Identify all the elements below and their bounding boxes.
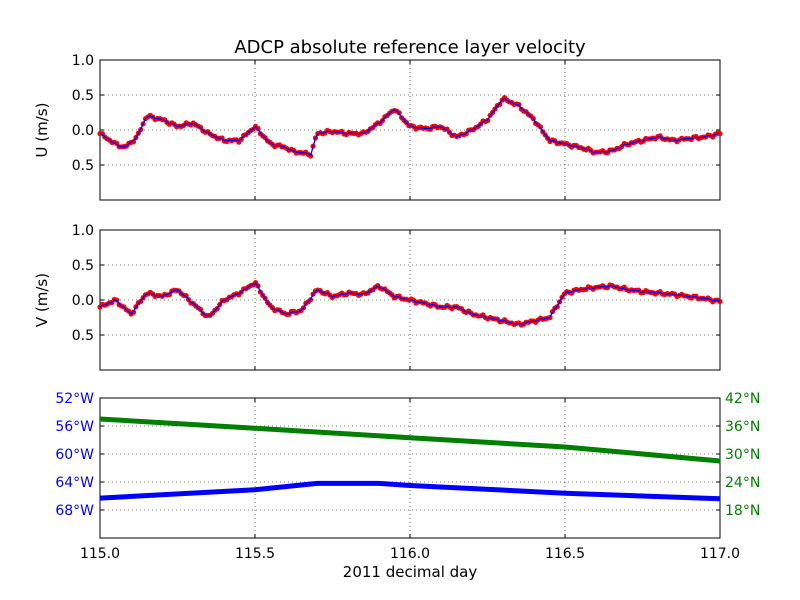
panel-position-left-yticks: 52°W 56°W 60°W 64°W 68°W xyxy=(55,391,94,519)
panel-u-ylabel: U (m/s) xyxy=(33,103,51,158)
x-tick-label: 115.5 xyxy=(235,546,275,562)
lon-tick-label: 64°W xyxy=(55,475,94,491)
x-tick-label: 116.5 xyxy=(545,546,585,562)
panel-position-right-yticks: 42°N 36°N 30°N 24°N 18°N xyxy=(725,391,760,519)
y-tick-label: 0.5 xyxy=(72,88,94,104)
panel-v-yticks: 1.0 0.5 0.0 0.5 xyxy=(72,223,94,344)
panel-position-series xyxy=(99,416,721,502)
panel-position: 52°W 56°W 60°W 64°W 68°W 42°N 36°N 30°N 24°N 18°… xyxy=(55,391,760,581)
observed-point xyxy=(183,293,189,299)
fit-line xyxy=(99,282,721,326)
observed-point xyxy=(717,298,723,305)
fit-line xyxy=(99,97,720,157)
panel-v-series xyxy=(97,279,723,328)
latitude-line xyxy=(99,416,721,464)
lat-tick-label: 18°N xyxy=(725,503,760,519)
lon-tick-label: 56°W xyxy=(55,419,94,435)
y-tick-label: 1.0 xyxy=(72,223,94,239)
x-tick-label: 116.0 xyxy=(390,546,430,562)
observed-point xyxy=(516,101,522,108)
panel-v: 1.0 0.5 0.0 0.5 V (m/s) xyxy=(33,223,723,371)
observed-point xyxy=(130,139,137,145)
panel-position-xlabel: 2011 decimal day xyxy=(343,563,478,581)
y-tick-label: 0.0 xyxy=(72,123,94,139)
panel-position-xticks: 115.0 115.5 116.0 116.5 117.0 xyxy=(80,546,740,562)
chart-title: ADCP absolute reference layer velocity xyxy=(234,37,586,58)
lat-tick-label: 36°N xyxy=(725,419,760,435)
y-tick-label: 0.5 xyxy=(72,258,94,274)
x-tick-label: 117.0 xyxy=(700,546,740,562)
lon-tick-label: 68°W xyxy=(55,503,94,519)
y-tick-label: 0.5 xyxy=(72,158,94,174)
y-tick-label: 1.0 xyxy=(72,53,94,69)
panel-u-series xyxy=(97,95,723,159)
y-tick-label: 0.0 xyxy=(72,293,94,309)
panel-u: 1.0 0.5 0.0 0.5 U (m/s) xyxy=(33,53,723,201)
panel-position-grid xyxy=(99,397,721,538)
panel-u-yticks: 1.0 0.5 0.0 0.5 xyxy=(72,53,94,174)
lon-tick-label: 60°W xyxy=(55,447,94,463)
panel-v-ylabel: V (m/s) xyxy=(33,273,51,327)
lat-tick-label: 24°N xyxy=(725,475,760,491)
longitude-line xyxy=(99,480,721,502)
lon-tick-label: 52°W xyxy=(55,391,94,407)
lat-tick-label: 30°N xyxy=(725,447,760,463)
y-tick-label: 0.5 xyxy=(72,328,94,344)
x-tick-label: 115.0 xyxy=(80,546,120,562)
lat-tick-label: 42°N xyxy=(725,391,760,407)
panel-u-grid xyxy=(99,59,721,200)
